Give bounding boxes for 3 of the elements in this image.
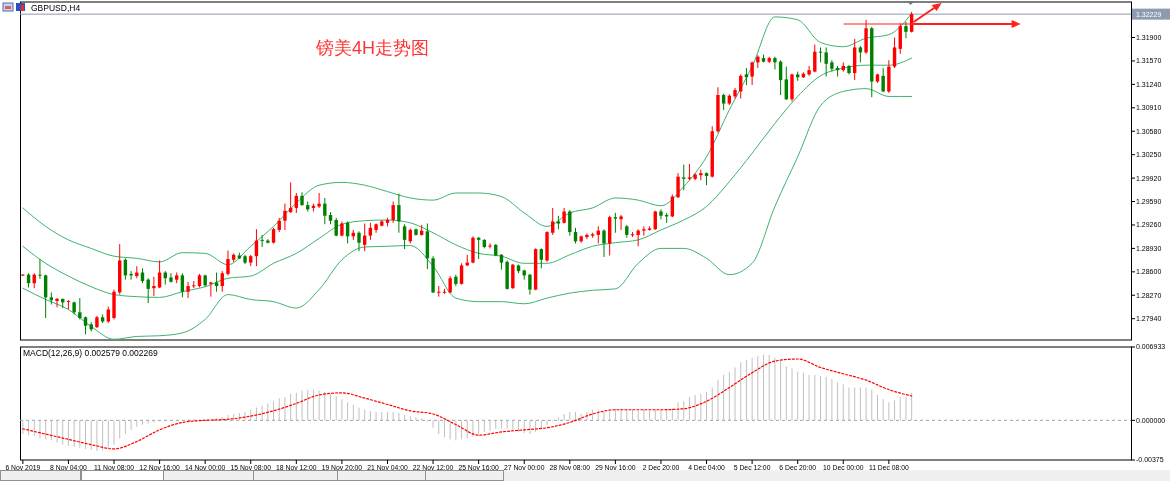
chart-subtitle: GBPUSD,H4	[31, 2, 81, 13]
chart-title: MACD(12,26,9) 0.002579 0.002269	[23, 348, 158, 358]
text: 镑美4H走势图	[315, 38, 430, 58]
